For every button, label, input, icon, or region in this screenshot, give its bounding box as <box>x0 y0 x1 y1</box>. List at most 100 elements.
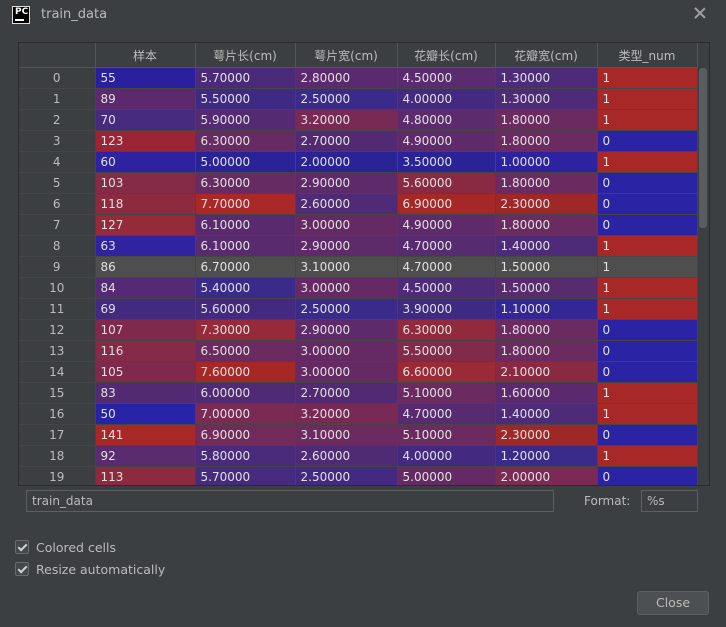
table-cell[interactable]: 6.90000 <box>397 193 496 215</box>
table-cell[interactable]: 2.60000 <box>295 445 398 467</box>
table-row[interactable]: 4 60 5.00000 2.00000 3.50000 1.00000 1 <box>19 151 698 173</box>
table-cell[interactable]: 103 <box>95 172 196 194</box>
table-cell[interactable]: 2.10000 <box>495 361 598 383</box>
table-cell[interactable]: 2.00000 <box>295 151 398 173</box>
table-row[interactable]: 16 50 7.00000 3.20000 4.70000 1.40000 1 <box>19 403 698 425</box>
table-cell[interactable]: 0 <box>597 319 698 341</box>
table-cell[interactable]: 5.10000 <box>397 382 496 404</box>
table-cell[interactable]: 2.30000 <box>495 193 598 215</box>
table-cell[interactable]: 0 <box>597 193 698 215</box>
resize-automatically-checkbox[interactable] <box>15 562 29 576</box>
table-cell[interactable]: 69 <box>95 298 196 320</box>
table-cell[interactable]: 1.80000 <box>495 340 598 362</box>
variable-name-field[interactable]: train_data <box>26 490 554 512</box>
column-header[interactable]: 样本 <box>95 43 196 68</box>
table-cell[interactable]: 1 <box>597 109 698 131</box>
table-cell[interactable]: 5.60000 <box>397 172 496 194</box>
table-cell[interactable]: 7.70000 <box>195 193 296 215</box>
table-row[interactable]: 5 103 6.30000 2.90000 5.60000 1.80000 0 <box>19 172 698 194</box>
table-cell[interactable]: 0 <box>597 361 698 383</box>
table-cell[interactable]: 6.30000 <box>195 130 296 152</box>
table-cell[interactable]: 1 <box>597 256 698 278</box>
table-cell[interactable]: 141 <box>95 424 196 446</box>
table-cell[interactable]: 0 <box>597 424 698 446</box>
table-cell[interactable]: 1 <box>597 382 698 404</box>
table-row[interactable]: 18 92 5.80000 2.60000 4.00000 1.20000 1 <box>19 445 698 467</box>
table-cell[interactable]: 1.60000 <box>495 382 598 404</box>
table-cell[interactable]: 3.20000 <box>295 403 398 425</box>
table-cell[interactable]: 6.10000 <box>195 214 296 236</box>
table-cell[interactable]: 2.30000 <box>495 424 598 446</box>
table-cell[interactable]: 0 <box>597 214 698 236</box>
table-cell[interactable]: 1.20000 <box>495 445 598 467</box>
table-cell[interactable]: 3.20000 <box>295 109 398 131</box>
table-cell[interactable]: 113 <box>95 466 196 485</box>
table-cell[interactable]: 5.00000 <box>195 151 296 173</box>
table-cell[interactable]: 2.90000 <box>295 235 398 257</box>
table-cell[interactable]: 1 <box>597 403 698 425</box>
table-cell[interactable]: 1 <box>597 298 698 320</box>
table-row[interactable]: 3 123 6.30000 2.70000 4.90000 1.80000 0 <box>19 130 698 152</box>
vertical-scrollbar[interactable] <box>699 68 707 228</box>
table-row[interactable]: 14 105 7.60000 3.00000 6.60000 2.10000 0 <box>19 361 698 383</box>
table-row[interactable]: 7 127 6.10000 3.00000 4.90000 1.80000 0 <box>19 214 698 236</box>
table-row[interactable]: 13 116 6.50000 3.00000 5.50000 1.80000 0 <box>19 340 698 362</box>
table-cell[interactable]: 1 <box>597 67 698 89</box>
table-cell[interactable]: 6.10000 <box>195 235 296 257</box>
table-cell[interactable]: 3.00000 <box>295 277 398 299</box>
table-row[interactable]: 12 107 7.30000 2.90000 6.30000 1.80000 0 <box>19 319 698 341</box>
colored-cells-checkbox[interactable] <box>15 540 29 554</box>
table-cell[interactable]: 4.50000 <box>397 67 496 89</box>
column-header[interactable]: 萼片长(cm) <box>195 43 296 68</box>
table-cell[interactable]: 1 <box>597 88 698 110</box>
table-cell[interactable]: 4.70000 <box>397 235 496 257</box>
column-header[interactable]: 类型_num <box>597 43 698 68</box>
table-cell[interactable]: 5.50000 <box>195 88 296 110</box>
table-cell[interactable]: 1.80000 <box>495 130 598 152</box>
table-cell[interactable]: 4.80000 <box>397 109 496 131</box>
table-cell[interactable]: 92 <box>95 445 196 467</box>
format-input[interactable]: %s <box>641 490 698 512</box>
table-cell[interactable]: 2.50000 <box>295 466 398 485</box>
close-button[interactable]: Close <box>637 591 709 615</box>
table-cell[interactable]: 0 <box>597 466 698 485</box>
column-header[interactable]: 花瓣长(cm) <box>397 43 496 68</box>
table-row[interactable]: 6 118 7.70000 2.60000 6.90000 2.30000 0 <box>19 193 698 215</box>
table-cell[interactable]: 60 <box>95 151 196 173</box>
table-cell[interactable]: 1.80000 <box>495 319 598 341</box>
table-row[interactable]: 15 83 6.00000 2.70000 5.10000 1.60000 1 <box>19 382 698 404</box>
table-cell[interactable]: 6.30000 <box>397 319 496 341</box>
table-cell[interactable]: 5.60000 <box>195 298 296 320</box>
table-cell[interactable]: 105 <box>95 361 196 383</box>
table-cell[interactable]: 0 <box>597 172 698 194</box>
table-cell[interactable]: 2.00000 <box>495 466 598 485</box>
table-cell[interactable]: 2.70000 <box>295 130 398 152</box>
table-cell[interactable]: 5.90000 <box>195 109 296 131</box>
header-index-cell[interactable] <box>19 43 96 68</box>
table-cell[interactable]: 116 <box>95 340 196 362</box>
table-cell[interactable]: 3.00000 <box>295 340 398 362</box>
table-cell[interactable]: 1 <box>597 235 698 257</box>
table-cell[interactable]: 4.90000 <box>397 130 496 152</box>
table-cell[interactable]: 5.70000 <box>195 67 296 89</box>
column-header[interactable]: 萼片宽(cm) <box>295 43 398 68</box>
table-row[interactable]: 1 89 5.50000 2.50000 4.00000 1.30000 1 <box>19 88 698 110</box>
table-cell[interactable]: 1.50000 <box>495 256 598 278</box>
table-cell[interactable]: 1.30000 <box>495 88 598 110</box>
table-cell[interactable]: 1.40000 <box>495 235 598 257</box>
table-cell[interactable]: 7.60000 <box>195 361 296 383</box>
table-cell[interactable]: 123 <box>95 130 196 152</box>
table-row[interactable]: 0 55 5.70000 2.80000 4.50000 1.30000 1 <box>19 67 698 89</box>
table-cell[interactable]: 70 <box>95 109 196 131</box>
table-cell[interactable]: 0 <box>597 340 698 362</box>
table-cell[interactable]: 5.10000 <box>397 424 496 446</box>
table-cell[interactable]: 83 <box>95 382 196 404</box>
table-cell[interactable]: 1.40000 <box>495 403 598 425</box>
table-row[interactable]: 11 69 5.60000 2.50000 3.90000 1.10000 1 <box>19 298 698 320</box>
table-cell[interactable]: 1.80000 <box>495 109 598 131</box>
table-cell[interactable]: 3.10000 <box>295 424 398 446</box>
table-cell[interactable]: 3.90000 <box>397 298 496 320</box>
table-cell[interactable]: 55 <box>95 67 196 89</box>
table-cell[interactable]: 5.80000 <box>195 445 296 467</box>
table-cell[interactable]: 3.00000 <box>295 214 398 236</box>
